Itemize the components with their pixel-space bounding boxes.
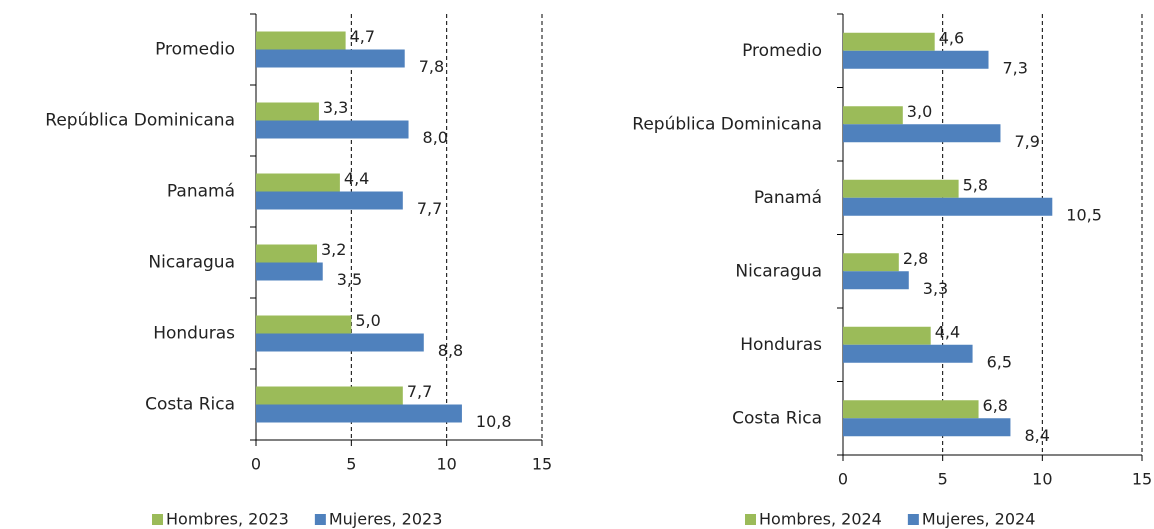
data-label: 7,3 [1003,58,1028,77]
data-label: 6,8 [983,396,1008,415]
bar [256,102,319,121]
legend-swatch [745,514,756,525]
bar [843,344,973,363]
data-label: 3,3 [323,98,348,117]
legend-swatch [907,514,919,525]
bar [843,124,1001,143]
bar [843,418,1011,437]
x-tick-label: 15 [1132,470,1152,489]
data-label: 7,7 [417,199,442,218]
x-tick-label: 0 [251,455,261,474]
data-label: 10,5 [1066,205,1102,224]
data-label: 8,8 [438,341,463,360]
data-label: 3,0 [907,102,932,121]
y-tick-label: Nicaragua [148,253,235,273]
data-label: 8,0 [423,128,448,147]
bar [843,106,903,125]
x-tick-label: 10 [436,455,456,474]
bar [256,315,352,334]
bar [256,173,340,192]
bar [843,253,899,272]
x-tick-label: 0 [838,470,848,489]
y-tick-label: Nicaragua [735,261,822,281]
legend-swatch [152,514,163,525]
bar [843,179,959,198]
data-label: 4,4 [935,322,960,341]
data-label: 8,4 [1024,426,1049,445]
data-label: 3,3 [923,279,948,298]
bar [843,400,979,419]
data-label: 4,6 [939,28,964,47]
bar [256,31,346,50]
y-tick-label: Promedio [742,41,822,61]
bar [843,32,935,51]
data-label: 3,5 [337,270,362,289]
bar [256,386,403,405]
bar [256,191,403,210]
y-tick-label: Honduras [153,324,235,344]
data-label: 5,0 [355,311,380,330]
y-tick-label: Costa Rica [732,408,822,428]
y-tick-label: Panamá [167,182,235,202]
legend-label: Mujeres, 2023 [329,510,443,529]
bar [256,244,318,263]
bar [843,50,989,69]
data-label: 10,8 [476,412,512,431]
x-tick-label: 5 [346,455,356,474]
bar [843,326,931,345]
y-tick-label: Promedio [155,40,235,60]
x-tick-label: 15 [532,455,552,474]
bar [256,49,405,68]
bar [843,197,1053,216]
bar [843,271,909,290]
bar [256,120,409,139]
data-label: 2,8 [903,249,928,268]
y-tick-label: Panamá [754,188,822,208]
y-tick-label: Costa Rica [145,395,235,415]
legend-label: Mujeres, 2024 [922,510,1036,529]
y-tick-label: República Dominicana [632,114,822,134]
x-tick-label: 10 [1032,470,1052,489]
bar [256,333,424,352]
legend-label: Hombres, 2024 [759,510,882,529]
legend-swatch [314,514,326,525]
data-label: 3,2 [321,240,346,259]
y-tick-label: Honduras [740,335,822,355]
y-tick-label: República Dominicana [45,111,235,131]
data-label: 6,5 [987,352,1012,371]
data-label: 7,9 [1014,132,1039,151]
data-label: 5,8 [963,175,988,194]
data-label: 7,8 [419,57,444,76]
legend-label: Hombres, 2023 [166,510,289,529]
bar [256,262,323,281]
data-label: 4,7 [350,27,375,46]
x-tick-label: 5 [938,470,948,489]
data-label: 7,7 [407,382,432,401]
bar [256,404,462,423]
data-label: 4,4 [344,169,369,188]
